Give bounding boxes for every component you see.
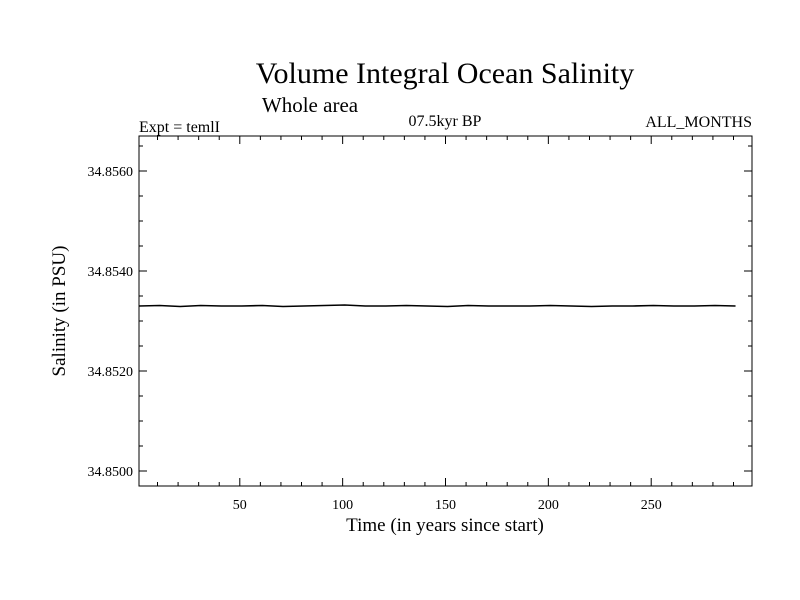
months-label: ALL_MONTHS (645, 114, 752, 131)
x-tick-label: 50 (233, 498, 247, 513)
x-tick-label: 150 (435, 498, 456, 513)
x-tick-label: 250 (641, 498, 662, 513)
x-tick-label: 200 (538, 498, 559, 513)
experiment-label: Expt = temlI (139, 119, 220, 136)
series-line (138, 304, 736, 308)
chart-title: Volume Integral Ocean Salinity (256, 57, 635, 90)
x-axis-label: Time (in years since start) (346, 515, 544, 536)
axis-ticks (139, 136, 752, 486)
period-label: 07.5kyr BP (409, 113, 482, 130)
series-layer (138, 304, 736, 308)
plot-frame (138, 135, 753, 487)
y-tick-labels: 34.8500 34.8520 34.8540 34.8560 (88, 165, 134, 480)
y-tick-label: 34.8520 (88, 365, 134, 380)
y-tick-label: 34.8500 (88, 465, 134, 480)
y-tick-label: 34.8540 (88, 265, 134, 280)
y-axis-label: Salinity (in PSU) (49, 246, 70, 377)
x-tick-label: 100 (332, 498, 353, 513)
y-tick-label: 34.8560 (88, 165, 134, 180)
x-tick-labels: 50 100 150 200 250 (233, 498, 662, 513)
chart-subtitle: Whole area (262, 93, 359, 117)
